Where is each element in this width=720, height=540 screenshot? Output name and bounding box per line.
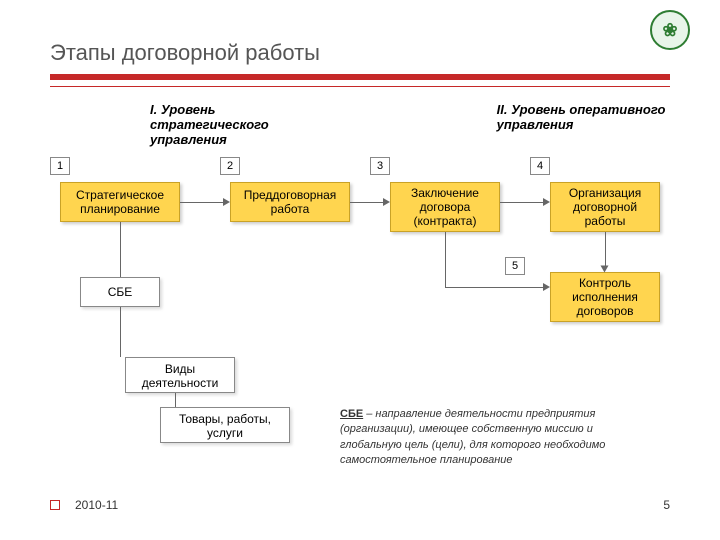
page-title: Этапы договорной работы <box>50 40 670 66</box>
arrow-head-3-4 <box>543 198 550 206</box>
footer-bullet <box>50 500 60 510</box>
connector-box3-box5 <box>445 232 446 287</box>
connector-box1-sbe <box>120 222 121 277</box>
title-underline-thin <box>50 86 670 87</box>
tovary-box: Товары, работы, услуги <box>160 407 290 443</box>
vidy-box: Виды деятельности <box>125 357 235 393</box>
footer-date: 2010-11 <box>75 498 118 512</box>
level-2-label: II. Уровень оперативного управления <box>497 102 670 147</box>
stage-number-1: 1 <box>50 157 70 175</box>
connector-box4-box5 <box>605 232 606 270</box>
title-underline <box>50 74 670 80</box>
arrow-head-3-5 <box>543 283 550 291</box>
arrow-2-3 <box>350 202 385 203</box>
arrow-3-4 <box>500 202 545 203</box>
connector-vidy-tovary <box>175 393 176 407</box>
stage-number-2: 2 <box>220 157 240 175</box>
definition-text: – направление деятельности предприятия (… <box>340 408 605 466</box>
arrow-head-1-2 <box>223 198 230 206</box>
stage-row: 1 2 3 4 Стратегическое планирование Пред… <box>50 157 670 257</box>
stage-5-row: СБЕ Контроль исполнения договоров <box>50 277 670 337</box>
stage-number-5: 5 <box>505 257 525 275</box>
stage-box-5: Контроль исполнения договоров <box>550 272 660 322</box>
stage-box-2: Преддоговорная работа <box>230 182 350 222</box>
arrow-1-2 <box>180 202 225 203</box>
arrow-head-4-5 <box>601 266 609 273</box>
stage-number-4: 4 <box>530 157 550 175</box>
definition-term: СБЕ <box>340 408 363 420</box>
level-1-label: I. Уровень стратегического управления <box>150 102 337 147</box>
sbe-definition: СБЕ – направление деятельности предприят… <box>340 407 650 469</box>
sbe-box: СБЕ <box>80 277 160 307</box>
logo: ❀ <box>650 10 690 50</box>
connector-h-3-5 <box>445 287 545 288</box>
stage-box-4: Организация договорной работы <box>550 182 660 232</box>
diagram: 1 2 3 4 Стратегическое планирование Пред… <box>50 157 670 337</box>
connector-sbe-vidy <box>120 307 121 357</box>
footer-page-number: 5 <box>663 498 670 512</box>
stage-number-3: 3 <box>370 157 390 175</box>
stage-box-3: Заключение договора (контракта) <box>390 182 500 232</box>
level-labels: I. Уровень стратегического управления II… <box>50 102 670 147</box>
stage-box-1: Стратегическое планирование <box>60 182 180 222</box>
arrow-head-2-3 <box>383 198 390 206</box>
logo-glyph: ❀ <box>662 20 677 41</box>
